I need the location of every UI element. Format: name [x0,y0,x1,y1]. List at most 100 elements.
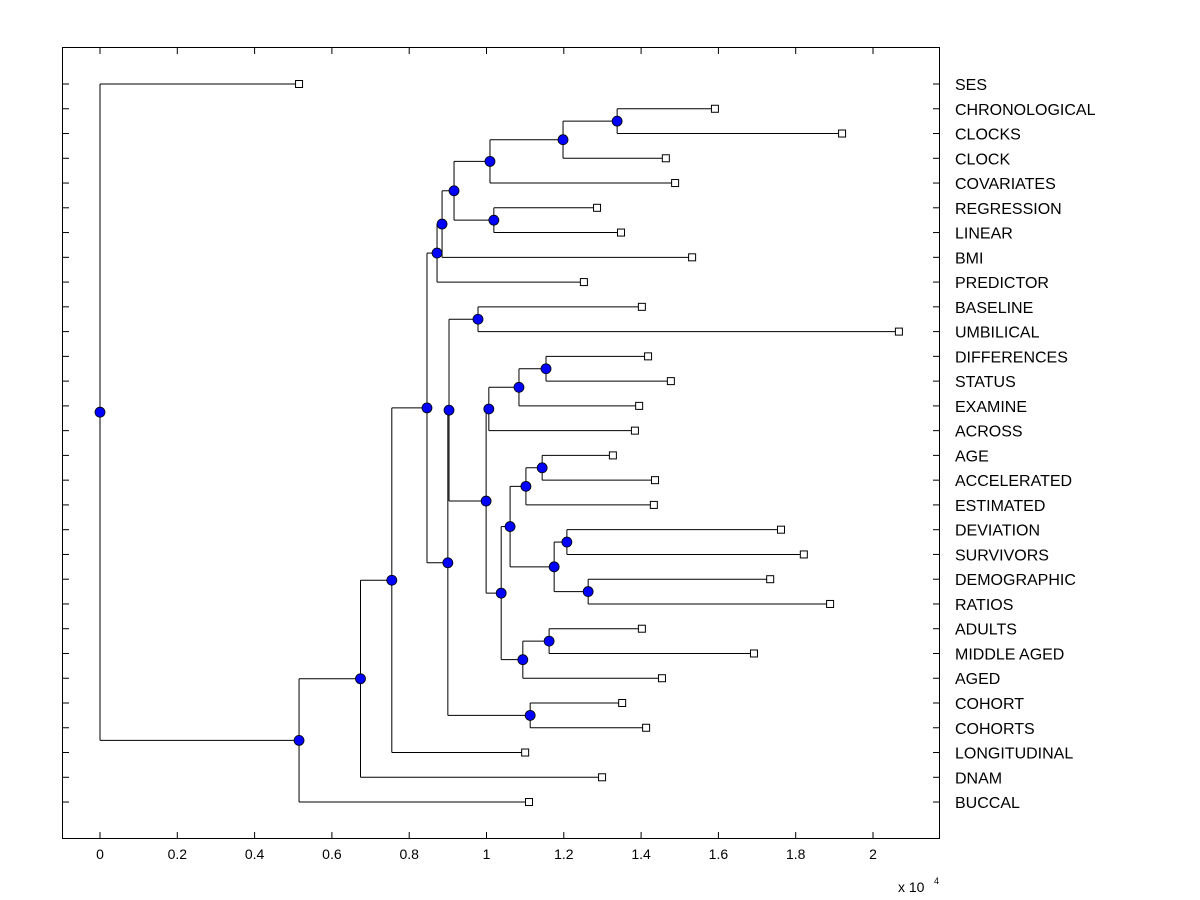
leaf-node [666,377,675,386]
cluster-node [484,155,496,167]
x-tick-labels: 0 0.2 0.4 0.6 0.8 1 1.2 1.4 1.6 1.8 2 [96,846,877,862]
leaf-label: LONGITUDINAL [955,746,1073,763]
cluster-node [483,403,495,415]
cluster-node [442,557,454,569]
cluster-node [513,381,525,393]
leaf-label: CLOCK [955,151,1010,168]
cluster-node [517,654,529,666]
leaf-node [671,179,680,188]
cluster-node [448,185,460,197]
leaf-label: DEVIATION [955,523,1040,540]
leaf-node [777,525,786,534]
leaf-label: COVARIATES [955,176,1056,193]
cluster-node [536,462,548,474]
leaf-label: ADULTS [955,622,1017,639]
x-multiplier-label: x 10 [898,879,925,895]
leaf-node [579,278,588,287]
leaf-label: COHORT [955,696,1024,713]
leaf-node [608,451,617,460]
cluster-node [540,363,552,375]
cluster-node [504,521,516,532]
leaf-label: DNAM [955,770,1002,787]
cluster-node [548,561,560,573]
leaf-node [649,500,658,509]
leaf-label: MIDDLE AGED [955,646,1064,663]
x-tick-label: 0.6 [322,846,342,862]
leaf-label: BASELINE [955,300,1033,317]
leaf-label: ESTIMATED [955,498,1045,515]
leaf-node [838,129,847,138]
cluster-node [543,635,555,647]
x-tick-label: 0 [96,846,104,862]
cluster-node [524,709,536,721]
cluster-node [557,134,569,146]
leaf-label: LINEAR [955,226,1013,243]
leaf-node [617,228,626,237]
cluster-node [355,673,366,685]
cluster-node [495,587,507,599]
x-multiplier-exponent: 4 [934,876,939,886]
leaf-node [521,748,530,757]
cluster-node [436,218,448,230]
x-tick-label: 0.2 [168,846,188,862]
dendrogram-nodes [94,80,903,807]
cluster-node [520,480,532,492]
leaf-labels: SES CHRONOLOGICAL CLOCKS CLOCK COVARIATES REG… [955,77,1096,812]
cluster-node [386,574,398,586]
leaf-node [710,104,719,113]
leaf-node [661,154,670,163]
x-tick-label: 0.4 [245,846,265,862]
leaf-node [295,80,304,88]
cluster-node [94,406,106,418]
x-tick-label: 1 [483,846,491,862]
leaf-node [688,253,697,262]
leaf-label: ACROSS [955,424,1023,441]
leaf-node [637,302,646,311]
cluster-node [421,402,433,414]
x-tick-label: 1.4 [631,846,651,862]
leaf-label: DIFFERENCES [955,349,1068,366]
cluster-node [611,115,623,127]
leaf-node [826,599,835,608]
x-tick-label: 1.8 [786,846,806,862]
x-tick-label: 1.6 [709,846,729,862]
leaf-label: RATIOS [955,597,1013,614]
leaf-label: BMI [955,250,983,267]
leaf-label: STATUS [955,374,1016,391]
leaf-label: CHRONOLOGICAL [955,102,1096,119]
leaf-node [630,426,639,435]
leaf-label: AGED [955,671,1000,688]
leaf-label: BUCCAL [955,795,1020,812]
cluster-node [472,313,484,325]
leaf-node [642,723,651,732]
cluster-node [480,495,492,507]
cluster-node [431,247,443,259]
leaf-label: UMBILICAL [955,325,1040,342]
leaf-label: SURVIVORS [955,547,1049,564]
leaf-label: EXAMINE [955,399,1027,416]
leaf-node [635,401,644,410]
leaf-node [766,575,775,584]
leaf-label: COHORTS [955,721,1035,738]
plot-area [62,47,940,839]
x-tick-label: 2 [869,846,877,862]
leaf-label: DEMOGRAPHIC [955,572,1076,589]
x-tick-label: 1.2 [554,846,574,862]
leaf-node [618,699,627,707]
cluster-node [488,214,500,226]
leaf-label: REGRESSION [955,201,1062,218]
cluster-node [582,586,594,597]
leaf-node [799,550,808,559]
leaf-label: SES [955,77,987,94]
leaf-node [598,773,607,782]
leaf-node [525,798,534,807]
cluster-node [561,536,573,548]
leaf-node [593,203,602,212]
axis-ticks [62,47,940,839]
cluster-node [443,404,455,416]
leaf-node [657,674,666,683]
x-tick-label: 0.8 [399,846,419,862]
leaf-node [644,352,653,361]
leaf-node [651,476,660,485]
